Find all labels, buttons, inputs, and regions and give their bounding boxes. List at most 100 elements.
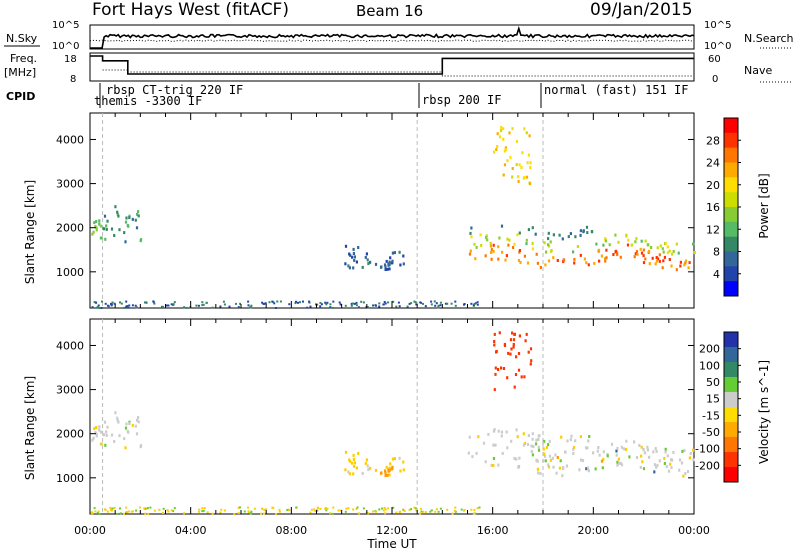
echo-cell [521,151,524,155]
echo-cell [654,447,657,451]
echo-cell [563,258,566,262]
echo-cell [505,430,508,434]
echo-cell [137,420,140,424]
echo-cell [470,226,473,230]
echo-cell [379,471,383,475]
echo-cell [502,127,505,131]
echo-cell [365,252,368,256]
echo-cell [537,448,541,452]
echo-cell [529,362,532,366]
ground-scatter-cell [355,507,358,510]
echo-cell [547,463,550,467]
echo-cell [352,453,355,457]
echo-cell [622,447,625,451]
echo-cell [543,454,547,458]
ground-scatter-cell [287,508,290,511]
echo-cell [597,248,601,252]
velocity-colorbar-tick-label: 15 [706,393,720,406]
ground-scatter-cell [378,302,381,305]
echo-cell [496,145,499,148]
echo-cell [617,240,620,244]
ground-scatter-cell [306,306,309,309]
echo-cell [572,250,575,254]
ground-scatter-cell [113,302,116,305]
ground-scatter-cell [211,306,214,309]
power-colorbar-tick-label: 8 [713,246,720,259]
echo-cell [547,231,550,235]
echo-cell [355,260,358,264]
echo-cell [470,235,473,239]
echo-cell [593,261,596,265]
echo-cell [585,225,589,229]
ground-scatter-cell [476,507,479,510]
echo-cell [512,343,515,346]
velocity-panel-frame [89,318,695,515]
echo-cell [118,228,121,232]
echo-cell [493,332,496,336]
ground-scatter-cell [237,306,240,309]
echo-cell [658,253,661,257]
echo-cell [385,259,388,263]
power-panel: 4000 3000 2000 1000 Slant Range [km] [23,112,696,309]
ground-scatter-cell [329,306,332,309]
echo-cell [352,247,355,251]
cpid-label: CPID [6,90,35,103]
echo-cell [500,434,503,438]
echo-cell [388,260,391,264]
echo-cell [136,212,139,216]
ground-scatter-cell [378,508,381,511]
echo-cell [526,261,530,265]
ground-scatter-cell [263,512,265,515]
ground-scatter-cell [437,306,440,309]
echo-cell [545,250,548,254]
echo-cell [124,446,127,450]
ground-scatter-cell [97,510,100,513]
ground-scatter-cell [352,302,355,305]
echo-cell [529,347,533,351]
echo-cell [517,352,521,355]
ground-scatter-cell [288,303,291,306]
echo-cell [127,430,130,434]
echo-cell [585,467,588,471]
echo-cell [576,245,579,248]
ground-scatter-cell [271,506,274,509]
echo-cell [513,332,516,336]
echo-cell [353,461,356,465]
echo-cell [497,368,500,371]
echo-cell [94,430,97,434]
echo-cell [545,445,548,449]
echo-cell [125,422,128,426]
power-colorbar-swatch [724,266,738,282]
echo-cell [123,437,126,441]
ground-scatter-cell [233,513,236,515]
echo-cell [655,259,658,263]
echo-cell [527,350,530,354]
echo-cell [592,451,595,455]
echo-cell [561,474,564,478]
ground-scatter-cell [170,509,173,512]
echo-cell [509,352,512,356]
ground-scatter-cell [201,510,204,513]
ground-scatter-cell [93,507,96,510]
echo-cell [558,233,561,237]
echo-cell [494,372,497,376]
echo-cell [347,470,350,474]
echo-cell [616,253,619,257]
echo-cell [534,232,537,236]
ground-scatter-cell [308,300,311,303]
ground-scatter-cell [101,300,103,303]
ground-scatter-cell [173,507,176,510]
echo-cell [532,445,535,449]
ground-scatter-cell [413,506,416,509]
echo-cell [344,262,347,266]
ground-scatter-cell [278,508,281,511]
echo-cell [514,373,518,376]
range-tick-label: 2000 [56,222,84,235]
ground-scatter-cell [329,512,332,515]
echo-cell [527,153,530,157]
ground-scatter-cell [403,510,406,512]
echo-cell [505,254,508,258]
velocity-colorbar-frame [723,331,739,483]
echo-cell [531,247,534,251]
echo-cell [682,474,685,478]
